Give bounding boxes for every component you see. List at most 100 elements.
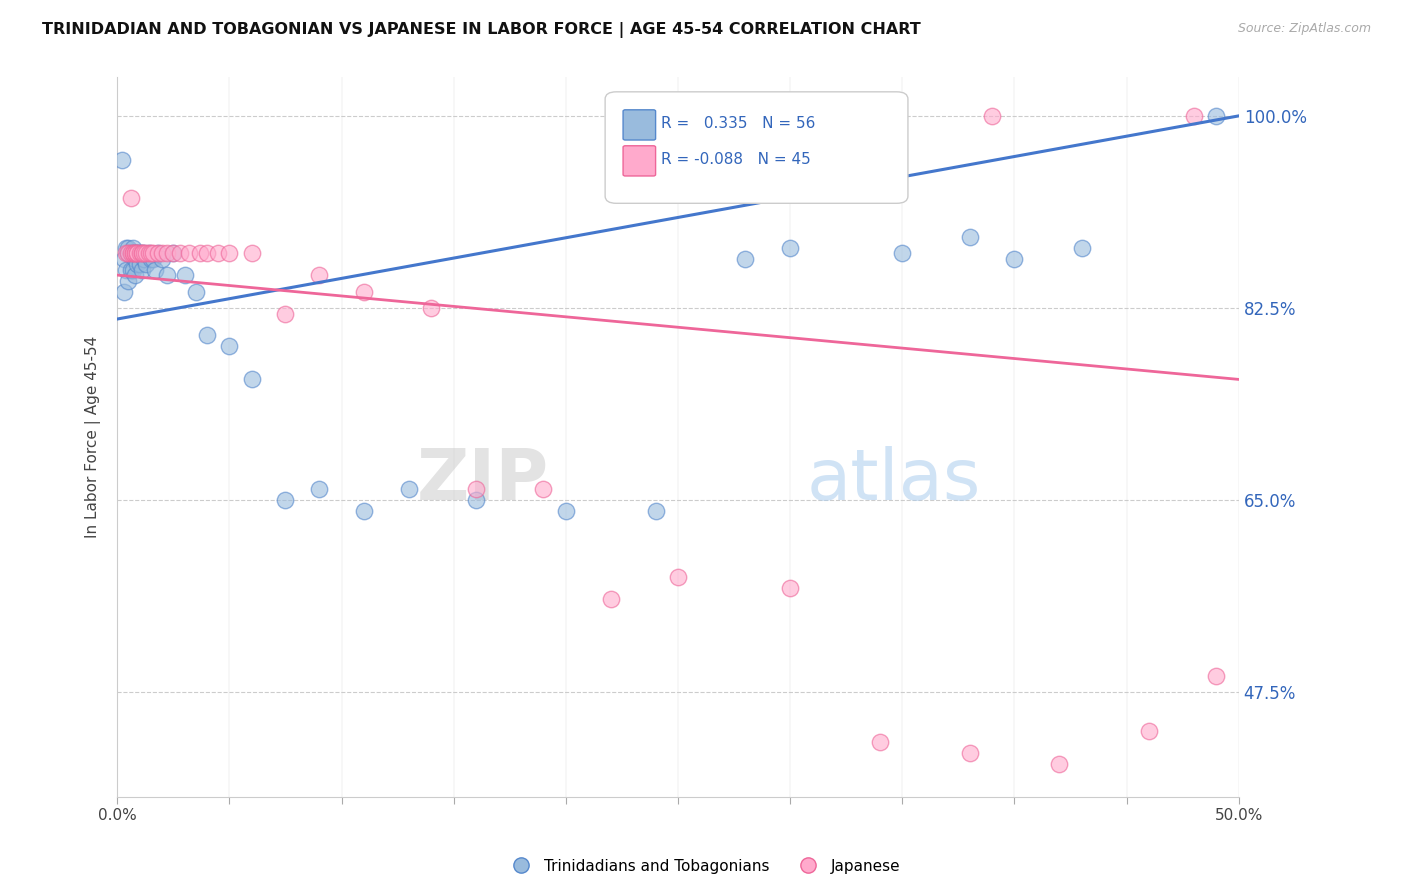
Point [128,246,150,260]
Point [139,246,162,260]
Point [218,246,240,260]
Point [124,246,146,260]
Point [124,268,146,282]
Point [274,493,297,508]
Point [240,246,263,260]
Point [117,246,139,260]
Point [120,246,142,260]
Point [124,252,146,266]
Point [138,246,160,260]
Point [465,482,488,496]
Point [150,246,173,260]
Text: R = -0.088   N = 45: R = -0.088 N = 45 [661,152,811,167]
Point [139,252,162,266]
Point [134,252,156,266]
Point [308,268,330,282]
Point [117,246,139,260]
Point [959,229,981,244]
Point [117,274,139,288]
Point [124,246,146,260]
Point [173,268,195,282]
Point [353,504,375,518]
Point [122,246,145,260]
Point [135,257,157,271]
Point [131,246,153,260]
Point [120,246,142,260]
Point [156,246,179,260]
Point [112,252,135,266]
Point [134,246,156,260]
Point [142,246,165,260]
Point [115,246,138,260]
Point [666,570,689,584]
Point [122,246,145,260]
Text: atlas: atlas [807,446,981,515]
Point [127,246,149,260]
FancyBboxPatch shape [623,110,655,140]
Point [188,246,211,260]
Point [240,372,263,386]
Point [117,241,139,255]
Point [145,262,167,277]
Point [779,241,801,255]
Point [115,241,138,255]
Point [195,246,218,260]
Point [128,246,150,260]
Point [981,109,1004,123]
Point [146,246,169,260]
Point [533,482,555,496]
Point [1182,109,1205,123]
Point [128,257,150,271]
Point [869,735,891,749]
Point [734,252,756,266]
Point [959,746,981,760]
Point [150,252,173,266]
Text: R =   0.335   N = 56: R = 0.335 N = 56 [661,116,815,131]
Point [122,246,145,260]
Point [554,504,576,518]
Point [169,246,191,260]
Point [146,246,169,260]
Point [1004,252,1026,266]
Point [1205,669,1227,683]
Point [120,246,142,260]
Point [1137,723,1160,738]
Point [398,482,420,496]
Legend: Trinidadians and Tobagonians, Japanese: Trinidadians and Tobagonians, Japanese [499,853,907,880]
Point [891,246,914,260]
Point [115,262,138,277]
Point [138,246,160,260]
FancyBboxPatch shape [605,92,908,203]
Point [308,482,330,496]
FancyBboxPatch shape [623,145,655,176]
Point [135,246,157,260]
Point [644,504,666,518]
Point [127,246,149,260]
Point [1070,241,1092,255]
Point [156,268,179,282]
Point [274,306,297,320]
Point [195,328,218,343]
Point [465,493,488,508]
Point [112,285,135,299]
Point [134,246,156,260]
Point [127,246,149,260]
Point [162,246,184,260]
Y-axis label: In Labor Force | Age 45-54: In Labor Force | Age 45-54 [86,336,101,538]
Text: TRINIDADIAN AND TOBAGONIAN VS JAPANESE IN LABOR FORCE | AGE 45-54 CORRELATION CH: TRINIDADIAN AND TOBAGONIAN VS JAPANESE I… [42,22,921,38]
Point [111,153,134,167]
Point [162,246,184,260]
Text: Source: ZipAtlas.com: Source: ZipAtlas.com [1237,22,1371,36]
Point [127,246,149,260]
Point [131,246,153,260]
Point [127,257,149,271]
Point [779,581,801,595]
Point [353,285,375,299]
Point [420,301,443,315]
Point [120,262,142,277]
Point [117,246,139,260]
Point [177,246,200,260]
Point [131,246,153,260]
Point [184,285,207,299]
Point [124,246,146,260]
